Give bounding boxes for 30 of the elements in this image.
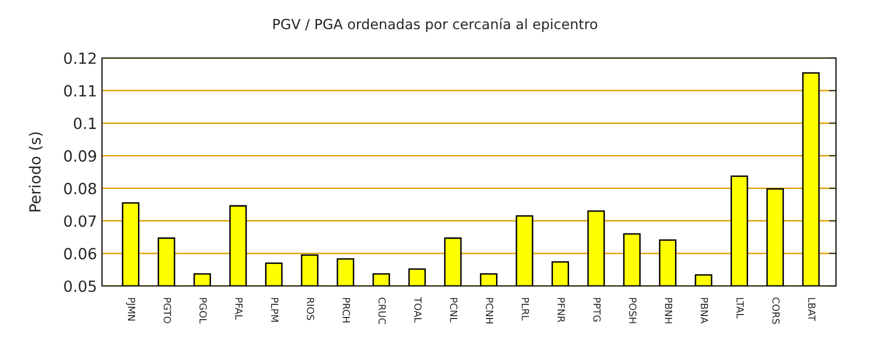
y-tick-label: 0.06 <box>64 248 96 260</box>
y-tick-label: 0.05 <box>64 280 96 292</box>
x-tick-label: CORS <box>772 298 780 324</box>
x-tick-label: PGOL <box>199 298 207 324</box>
x-tick-label: PBNH <box>665 298 672 324</box>
x-tick-label: POSH <box>629 298 636 324</box>
x-tick-label: PFAL <box>235 298 242 320</box>
x-tick-label: PFNR <box>558 298 565 322</box>
y-axis-title: Periodo (s) <box>28 132 43 212</box>
x-tick-label: PCNH <box>486 298 494 324</box>
x-tick-label: LBAT <box>808 298 816 322</box>
x-tick-label: PGTO <box>164 298 171 324</box>
x-tick-label: PPTG <box>593 298 601 322</box>
x-tick-label: TOAL <box>414 297 422 323</box>
x-tick-label: PLPM <box>271 298 278 322</box>
chart-title: PGV / PGA ordenadas por cercanía al epicentro <box>273 18 598 32</box>
y-tick-label: 0.1 <box>74 118 96 130</box>
x-tick-label: PRCH <box>342 298 350 322</box>
x-tick-label: LTAL <box>736 298 744 318</box>
y-tick-label: 0.07 <box>64 215 96 227</box>
y-tick-label: 0.11 <box>64 85 96 97</box>
y-tick-label: 0.09 <box>64 150 96 162</box>
y-tick-label: 0.08 <box>64 182 96 194</box>
x-tick-label: CRUC <box>378 298 386 324</box>
x-tick-label: RIOS <box>306 298 314 320</box>
x-tick-label: PJMN <box>126 298 136 321</box>
x-tick-label: PLRL <box>522 298 529 321</box>
x-tick-label: PCNL <box>450 298 458 322</box>
x-tick-label: PBNA <box>700 298 708 324</box>
y-tick-label: 0.12 <box>64 52 96 64</box>
